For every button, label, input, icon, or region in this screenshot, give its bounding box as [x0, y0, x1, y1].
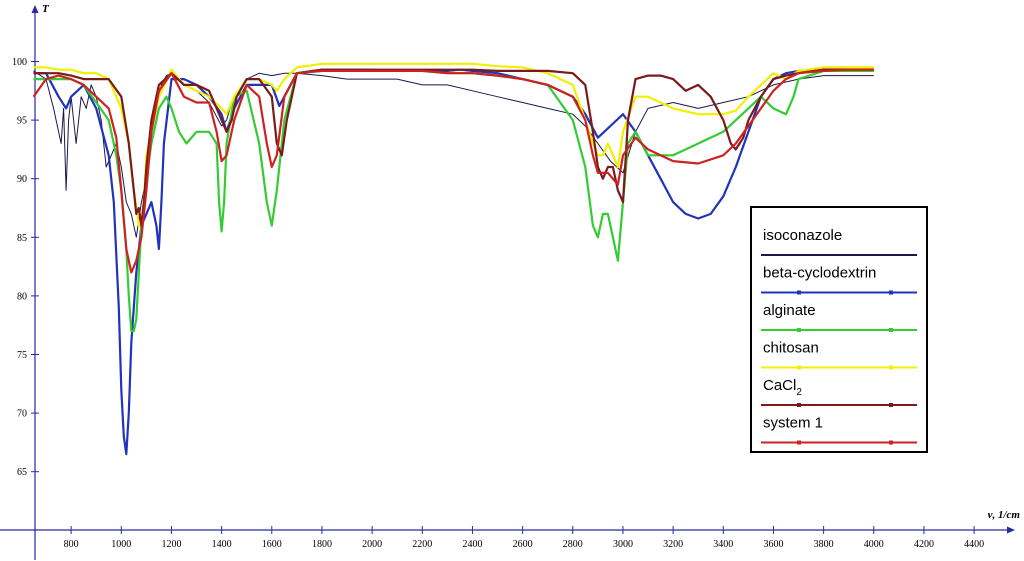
x-tick-label: 3600	[763, 539, 783, 550]
y-tick-label: 90	[17, 174, 27, 185]
series-layer	[32, 62, 874, 456]
x-tick-label: 800	[64, 539, 79, 550]
x-tick-label: 2400	[462, 539, 482, 550]
legend-label-chitosan: chitosan	[763, 340, 819, 357]
legend-label-system-1: system 1	[763, 415, 823, 432]
legend-marker	[889, 403, 893, 407]
x-tick-label: 1400	[212, 539, 232, 550]
y-tick-label: 75	[17, 350, 27, 361]
legend-marker	[889, 290, 893, 295]
x-tick-label: 2000	[362, 539, 382, 550]
legend-label-alginate: alginate	[763, 302, 816, 319]
y-axis-arrow	[31, 5, 39, 13]
x-tick-label: 1800	[312, 539, 332, 550]
x-tick-label: 3200	[663, 539, 683, 550]
legend-label-isoconazole: isoconazole	[763, 227, 842, 244]
x-tick-label: 3000	[613, 539, 633, 550]
x-tick-label: 1000	[111, 539, 131, 550]
x-tick-label: 1200	[161, 539, 181, 550]
series-line-beta-cyclodextrin	[33, 68, 874, 456]
legend-marker	[889, 440, 893, 445]
y-tick-label: 95	[17, 116, 27, 127]
x-tick-label: 3400	[713, 539, 733, 550]
y-axis-title: T	[42, 3, 50, 15]
legend-marker	[797, 328, 801, 332]
y-tick-label: 70	[17, 409, 27, 420]
x-tick-label: 3800	[814, 539, 834, 550]
x-tick-label: 2600	[513, 539, 533, 550]
legend-marker	[889, 328, 893, 332]
x-tick-label: 4000	[864, 539, 884, 550]
series-line-alginate	[33, 69, 874, 333]
series-line-isoconazole	[33, 70, 874, 238]
x-tick-label: 4200	[914, 539, 934, 550]
legend-marker	[797, 290, 801, 295]
legend-marker	[889, 365, 893, 370]
y-tick-label: 100	[12, 57, 27, 68]
series-line-system-1	[32, 68, 874, 274]
legend-label-cacl2: CaCl2	[763, 377, 802, 398]
x-tick-label: 1600	[262, 539, 282, 550]
series-line-chitosan	[33, 62, 874, 227]
axes-layer: 65 70 75 80 85 90 95 100 800 1000 1200 1400 1600 1800…	[0, 3, 1020, 560]
legend-marker	[797, 440, 801, 445]
legend-marker	[797, 365, 801, 370]
legend-label-beta-cyclodextrin: beta-cyclodextrin	[763, 265, 876, 282]
series-line-cacl2	[33, 68, 874, 227]
y-tick-label: 65	[17, 467, 27, 478]
legend-marker	[797, 403, 801, 407]
y-tick-label: 85	[17, 233, 27, 244]
legend: isoconazole beta-cyclodextrin alginate chit…	[750, 206, 928, 453]
y-tick-label: 80	[17, 291, 27, 302]
x-axis-arrow	[1007, 526, 1015, 534]
x-axis-title: ν, 1/cm	[988, 509, 1021, 521]
x-tick-label: 2800	[563, 539, 583, 550]
x-tick-label: 2200	[412, 539, 432, 550]
x-tick-label: 4400	[964, 539, 984, 550]
